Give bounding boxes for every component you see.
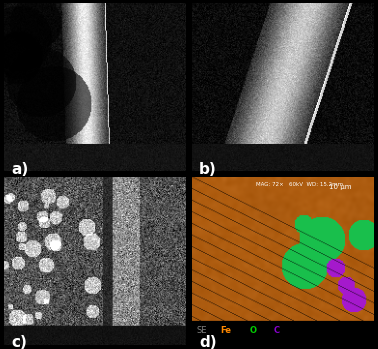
Text: b): b) xyxy=(199,162,217,177)
Text: C: C xyxy=(274,326,280,335)
Text: O: O xyxy=(249,326,257,335)
Text: MAG: 72×   60kV  WD: 15.2mm: MAG: 72× 60kV WD: 15.2mm xyxy=(256,182,343,187)
Text: c): c) xyxy=(11,335,27,349)
Text: Fe: Fe xyxy=(221,326,232,335)
Text: SE: SE xyxy=(197,326,207,335)
Text: 10 µm: 10 µm xyxy=(328,184,351,190)
Text: a): a) xyxy=(11,162,28,177)
Text: d): d) xyxy=(199,335,217,349)
